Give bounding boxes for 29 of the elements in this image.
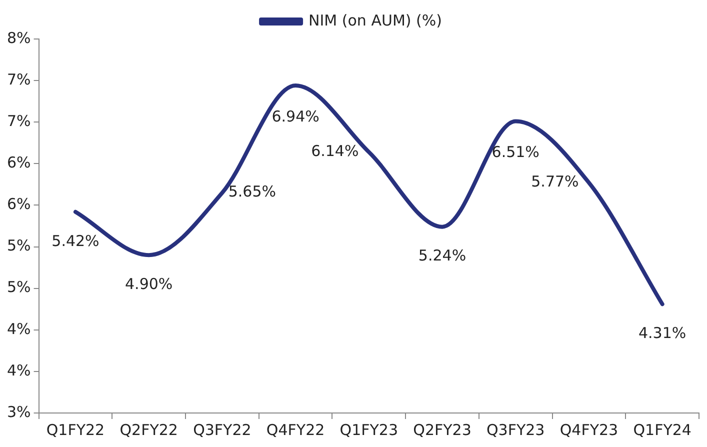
data-label: 5.77% [531, 172, 579, 191]
x-tick-label: Q4FY23 [560, 420, 618, 439]
y-tick-label: 7% [7, 112, 31, 130]
data-label: 4.90% [125, 274, 173, 293]
data-label: 5.24% [418, 246, 466, 265]
data-label: 5.65% [228, 182, 276, 201]
x-tick-label: Q3FY23 [486, 420, 545, 439]
y-tick-label: 4% [7, 320, 31, 338]
x-tick-label: Q2FY23 [413, 420, 472, 439]
y-tick-label: 6% [7, 195, 31, 214]
data-label: 6.14% [311, 142, 359, 160]
x-tick-label: Q4FY22 [266, 420, 325, 439]
x-tick-label: Q2FY22 [120, 420, 178, 439]
y-tick-label: 6% [7, 154, 31, 172]
y-tick-label: 3% [7, 402, 31, 421]
data-label: 6.94% [272, 107, 320, 126]
x-tick-label: Q1FY22 [46, 420, 105, 439]
data-label: 4.31% [638, 324, 686, 342]
x-tick-label: Q1FY23 [340, 420, 398, 439]
y-tick-label: 5% [7, 236, 31, 255]
data-label: 5.42% [52, 232, 100, 250]
data-label: 6.51% [492, 143, 540, 162]
y-tick-label: 8% [7, 28, 31, 47]
legend-label: NIM (on AUM) (%) [308, 11, 442, 30]
x-tick-label: Q1FY24 [633, 420, 692, 439]
y-tick-label: 5% [7, 278, 31, 296]
x-tick-label: Q3FY22 [193, 420, 252, 439]
y-tick-label: 4% [7, 361, 31, 380]
y-tick-label: 7% [7, 70, 31, 88]
